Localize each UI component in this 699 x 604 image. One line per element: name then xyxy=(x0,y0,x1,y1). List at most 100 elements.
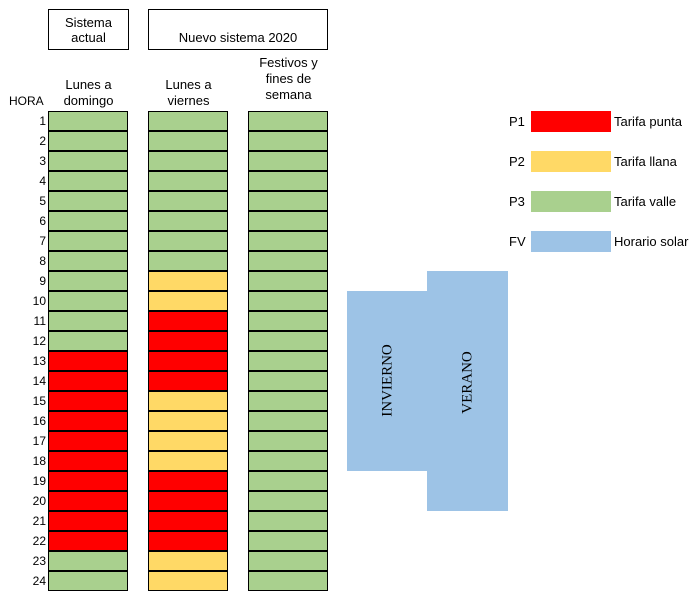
hour-label: 19 xyxy=(32,474,46,488)
schedule-cell-holidays xyxy=(248,111,328,131)
legend-swatch xyxy=(531,231,611,252)
schedule-cell-current xyxy=(48,291,128,311)
hour-label: 8 xyxy=(39,254,46,268)
schedule-cell-holidays xyxy=(248,451,328,471)
legend-swatch xyxy=(531,191,611,212)
hour-label: 9 xyxy=(39,274,46,288)
hour-label: 10 xyxy=(32,294,46,308)
schedule-cell-weekdays xyxy=(148,151,228,171)
legend-label: Tarifa llana xyxy=(614,154,677,169)
hour-label: 1 xyxy=(39,114,46,128)
schedule-cell-weekdays xyxy=(148,231,228,251)
hour-label: 4 xyxy=(39,174,46,188)
legend-code: P1 xyxy=(509,114,525,129)
current-system-header: Sistema actual xyxy=(48,9,129,50)
legend-label: Horario solar xyxy=(614,234,689,249)
legend-swatch xyxy=(531,111,611,132)
schedule-cell-weekdays xyxy=(148,131,228,151)
schedule-cell-current xyxy=(48,391,128,411)
schedule-cell-weekdays xyxy=(148,171,228,191)
schedule-cell-weekdays xyxy=(148,571,228,591)
schedule-cell-holidays xyxy=(248,311,328,331)
schedule-cell-weekdays xyxy=(148,371,228,391)
schedule-cell-holidays xyxy=(248,231,328,251)
schedule-cell-weekdays xyxy=(148,531,228,551)
schedule-cell-weekdays xyxy=(148,451,228,471)
schedule-cell-holidays xyxy=(248,431,328,451)
schedule-cell-current xyxy=(48,131,128,151)
hour-label: 15 xyxy=(32,394,46,408)
schedule-cell-weekdays xyxy=(148,251,228,271)
schedule-cell-current xyxy=(48,531,128,551)
schedule-cell-current xyxy=(48,311,128,331)
col-header-current: Lunes a domingo xyxy=(63,77,114,108)
hour-label: 2 xyxy=(39,134,46,148)
schedule-cell-weekdays xyxy=(148,391,228,411)
schedule-cell-holidays xyxy=(248,571,328,591)
schedule-cell-current xyxy=(48,111,128,131)
hour-label: 7 xyxy=(39,234,46,248)
legend-code: P2 xyxy=(509,154,525,169)
schedule-cell-current xyxy=(48,231,128,251)
schedule-cell-current xyxy=(48,471,128,491)
schedule-cell-weekdays xyxy=(148,431,228,451)
schedule-cell-holidays xyxy=(248,391,328,411)
legend-label: Tarifa valle xyxy=(614,194,677,209)
schedule-cell-weekdays xyxy=(148,311,228,331)
legend-label: Tarifa punta xyxy=(614,114,682,129)
schedule-cell-holidays xyxy=(248,131,328,151)
schedule-cell-weekdays xyxy=(148,551,228,571)
schedule-cell-weekdays xyxy=(148,491,228,511)
schedule-cell-current xyxy=(48,351,128,371)
summer-label: VERANO xyxy=(459,351,476,414)
schedule-cell-current xyxy=(48,411,128,431)
schedule-cell-weekdays xyxy=(148,411,228,431)
hour-label: 21 xyxy=(32,514,46,528)
hour-label: 22 xyxy=(32,534,46,548)
schedule-cell-holidays xyxy=(248,411,328,431)
schedule-cell-holidays xyxy=(248,271,328,291)
schedule-cell-current xyxy=(48,211,128,231)
winter-solar-block xyxy=(347,291,428,471)
hour-label: 18 xyxy=(32,454,46,468)
hour-label: 14 xyxy=(32,374,46,388)
schedule-cell-current xyxy=(48,371,128,391)
schedule-cell-holidays xyxy=(248,531,328,551)
schedule-cell-holidays xyxy=(248,331,328,351)
schedule-cell-holidays xyxy=(248,551,328,571)
schedule-cell-weekdays xyxy=(148,111,228,131)
hour-label: 24 xyxy=(32,574,46,588)
legend-swatch xyxy=(531,151,611,172)
schedule-cell-holidays xyxy=(248,511,328,531)
schedule-cell-weekdays xyxy=(148,191,228,211)
schedule-cell-current xyxy=(48,491,128,511)
schedule-cell-holidays xyxy=(248,351,328,371)
schedule-cell-weekdays xyxy=(148,211,228,231)
schedule-cell-holidays xyxy=(248,371,328,391)
hour-label: 20 xyxy=(32,494,46,508)
summer-solar-block xyxy=(427,271,508,511)
winter-label: INVIERNO xyxy=(379,344,396,417)
schedule-cell-holidays xyxy=(248,471,328,491)
schedule-cell-holidays xyxy=(248,191,328,211)
new-system-header: Nuevo sistema 2020 xyxy=(148,9,328,50)
schedule-cell-weekdays xyxy=(148,471,228,491)
schedule-cell-current xyxy=(48,151,128,171)
hour-label: 3 xyxy=(39,154,46,168)
schedule-cell-current xyxy=(48,571,128,591)
schedule-cell-holidays xyxy=(248,491,328,511)
schedule-cell-current xyxy=(48,431,128,451)
schedule-cell-current xyxy=(48,451,128,471)
hour-label: 11 xyxy=(33,314,46,328)
schedule-cell-holidays xyxy=(248,291,328,311)
schedule-cell-holidays xyxy=(248,211,328,231)
schedule-cell-current xyxy=(48,271,128,291)
hour-label: 23 xyxy=(32,554,46,568)
schedule-cell-current xyxy=(48,551,128,571)
hour-label: 12 xyxy=(32,334,46,348)
hour-label: 5 xyxy=(39,194,46,208)
schedule-cell-weekdays xyxy=(148,331,228,351)
hour-label: 17 xyxy=(32,434,46,448)
schedule-cell-weekdays xyxy=(148,291,228,311)
